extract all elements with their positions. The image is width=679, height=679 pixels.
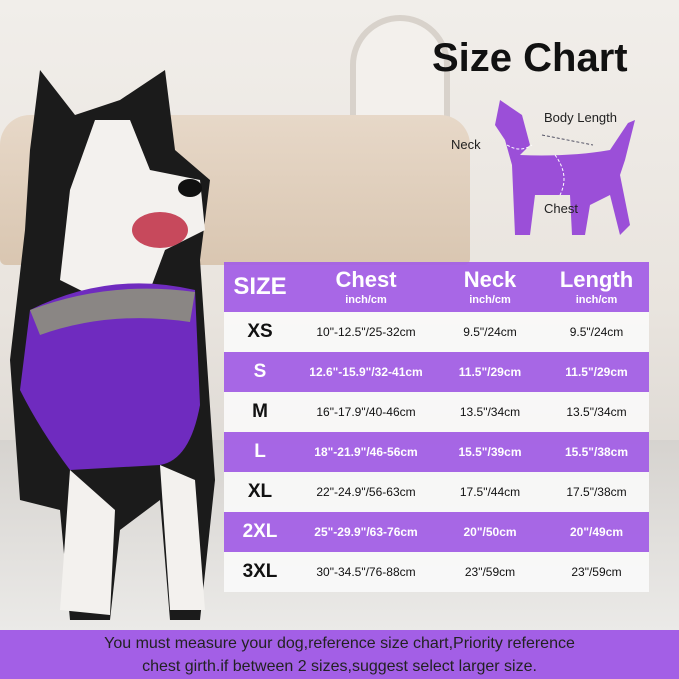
cell-neck: 11.5"/29cm <box>436 352 544 392</box>
cell-neck: 15.5"/39cm <box>436 432 544 472</box>
cell-chest: 12.6"-15.9"/32-41cm <box>296 352 436 392</box>
cell-size: 3XL <box>224 552 296 592</box>
sizing-note: You must measure your dog,reference size… <box>0 630 679 679</box>
cell-neck: 9.5"/24cm <box>436 312 544 352</box>
cell-chest: 16"-17.9"/40-46cm <box>296 392 436 432</box>
cell-neck: 17.5"/44cm <box>436 472 544 512</box>
dog-silhouette-icon <box>495 100 635 235</box>
table-row: 3XL 30"-34.5"/76-88cm 23"/59cm 23"/59cm <box>224 552 649 592</box>
cell-size: 2XL <box>224 512 296 552</box>
cell-chest: 25"-29.9"/63-76cm <box>296 512 436 552</box>
cell-chest: 18"-21.9"/46-56cm <box>296 432 436 472</box>
cell-length: 9.5"/24cm <box>544 312 649 352</box>
sizing-note-line-2: chest girth.if between 2 sizes,suggest s… <box>142 658 537 675</box>
cell-chest: 30"-34.5"/76-88cm <box>296 552 436 592</box>
table-header-row: SIZE Chest inch/cm Neck inch/cm Length inch… <box>224 262 649 312</box>
dog-measurement-diagram: Neck Body Length Chest <box>451 95 660 245</box>
header-length: Length inch/cm <box>544 262 649 312</box>
cell-size: XS <box>224 312 296 352</box>
cell-size: M <box>224 392 296 432</box>
cell-neck: 23"/59cm <box>436 552 544 592</box>
table-row: 2XL 25"-29.9"/63-76cm 20"/50cm 20"/49cm <box>224 512 649 552</box>
cell-length: 13.5"/34cm <box>544 392 649 432</box>
table-row: S 12.6"-15.9"/32-41cm 11.5"/29cm 11.5"/29cm <box>224 352 649 392</box>
header-neck: Neck inch/cm <box>436 262 544 312</box>
cell-length: 15.5"/38cm <box>544 432 649 472</box>
table-row: M 16"-17.9"/40-46cm 13.5"/34cm 13.5"/34cm <box>224 392 649 432</box>
page-title: Size Chart <box>432 36 628 80</box>
sizing-note-line-1: You must measure your dog,reference size… <box>104 635 575 652</box>
header-chest: Chest inch/cm <box>296 262 436 312</box>
cell-length: 11.5"/29cm <box>544 352 649 392</box>
neck-label: Neck <box>451 137 481 152</box>
header-size: SIZE <box>224 262 296 312</box>
cell-size: S <box>224 352 296 392</box>
table-row: XL 22"-24.9"/56-63cm 17.5"/44cm 17.5"/38cm <box>224 472 649 512</box>
body-length-label: Body Length <box>544 110 618 125</box>
cell-size: XL <box>224 472 296 512</box>
cell-length: 17.5"/38cm <box>544 472 649 512</box>
cell-size: L <box>224 432 296 472</box>
dog-photo <box>10 70 215 620</box>
cell-chest: 22"-24.9"/56-63cm <box>296 472 436 512</box>
table-row: L 18"-21.9"/46-56cm 15.5"/39cm 15.5"/38cm <box>224 432 649 472</box>
chest-label: Chest <box>544 201 578 216</box>
cell-length: 23"/59cm <box>544 552 649 592</box>
cell-neck: 20"/50cm <box>436 512 544 552</box>
table-row: XS 10"-12.5"/25-32cm 9.5"/24cm 9.5"/24cm <box>224 312 649 352</box>
size-chart-table: SIZE Chest inch/cm Neck inch/cm Length inch… <box>224 262 649 592</box>
cell-neck: 13.5"/34cm <box>436 392 544 432</box>
cell-length: 20"/49cm <box>544 512 649 552</box>
cell-chest: 10"-12.5"/25-32cm <box>296 312 436 352</box>
